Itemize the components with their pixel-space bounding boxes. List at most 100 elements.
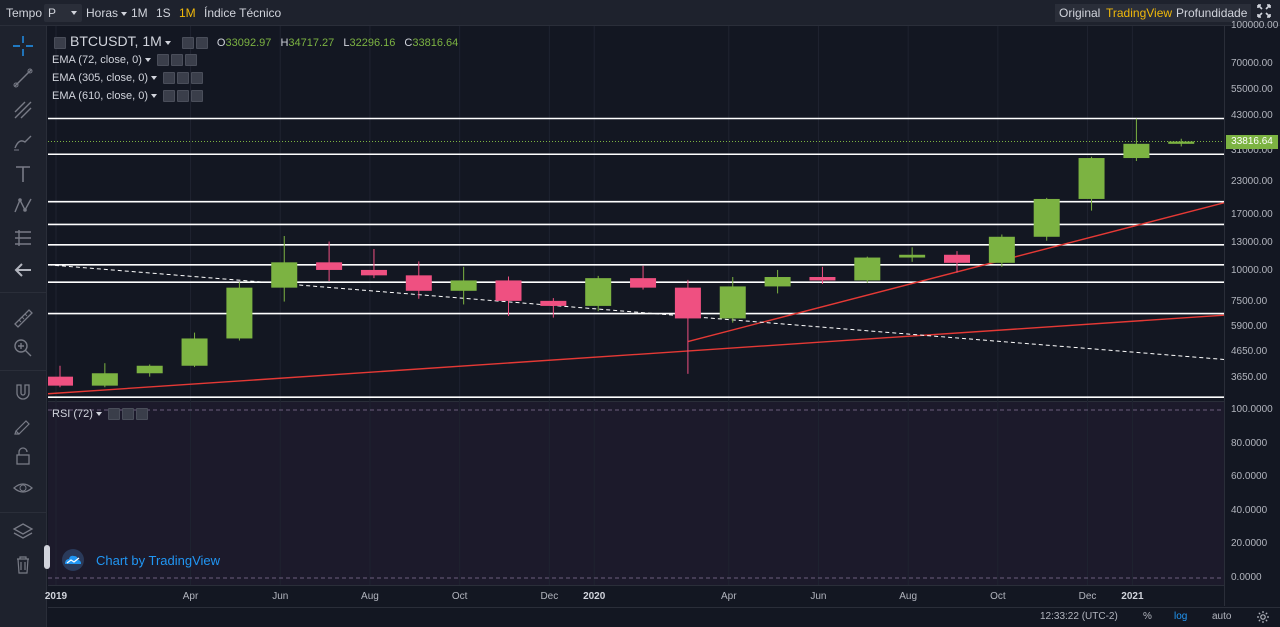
time-tick-label: Apr <box>720 591 737 602</box>
price-axis[interactable]: 100000.00 70000.00 55000.00 43000.00 31000.0… <box>1224 20 1280 606</box>
interval-1month-button[interactable]: 1M <box>179 6 196 20</box>
time-tick-label: Aug <box>361 591 379 602</box>
candle-body <box>540 300 567 306</box>
candle-body <box>899 254 926 258</box>
hide-tool[interactable] <box>11 476 35 500</box>
eye-icon[interactable] <box>107 408 120 421</box>
price-tick-label: 55000.00 <box>1231 83 1273 95</box>
view-original-button[interactable]: Original <box>1055 4 1105 22</box>
close-value: 33816.64 <box>412 37 459 49</box>
log-toggle[interactable]: log <box>1174 611 1188 622</box>
crosshair-tool[interactable] <box>11 34 35 58</box>
tradingview-watermark[interactable]: Chart by TradingView <box>60 548 220 572</box>
delete-tool[interactable] <box>11 552 35 576</box>
open-value: 33092.97 <box>225 37 272 49</box>
auto-toggle[interactable]: auto <box>1212 611 1232 622</box>
settings-icon[interactable] <box>181 37 194 50</box>
rsi-tick-label: 0.0000 <box>1231 572 1262 583</box>
interval-1s-button[interactable]: 1S <box>156 6 171 20</box>
pattern-tool[interactable] <box>11 194 35 218</box>
low-key: L <box>343 37 350 49</box>
percent-toggle[interactable]: % <box>1143 611 1152 622</box>
chevron-down-icon[interactable] <box>95 412 102 417</box>
lock-tool[interactable] <box>11 444 35 468</box>
watermark-text: Chart by TradingView <box>96 552 221 568</box>
price-tick-label: 3650.00 <box>1231 372 1268 384</box>
rsi-tick-label: 100.0000 <box>1231 404 1273 415</box>
eye-icon <box>13 483 33 493</box>
chevron-down-icon <box>71 11 77 15</box>
ema-legend-2: EMA (305, close, 0) <box>52 72 203 85</box>
interval-1m-button[interactable]: 1M <box>131 6 148 20</box>
fib-tool[interactable] <box>11 98 35 122</box>
pencil-lock-icon <box>14 420 30 435</box>
gear-icon[interactable] <box>195 37 208 50</box>
view-tradingview-button[interactable]: TradingView <box>1102 4 1177 22</box>
fullscreen-button[interactable] <box>1252 3 1276 21</box>
eye-icon[interactable] <box>163 90 175 103</box>
candle-body <box>1123 143 1150 159</box>
chevron-down-icon[interactable] <box>151 94 157 99</box>
gear-icon[interactable] <box>121 408 134 421</box>
close-icon[interactable] <box>191 72 203 85</box>
measure-tool[interactable] <box>11 306 35 330</box>
collapse-icon[interactable] <box>54 37 66 50</box>
close-icon[interactable] <box>135 408 148 421</box>
ema-305-label[interactable]: EMA (305, close, 0) <box>52 72 148 84</box>
gear-icon[interactable] <box>177 72 189 85</box>
brush-tool[interactable] <box>11 130 35 154</box>
candle-body <box>764 277 791 287</box>
magnet-tool[interactable] <box>11 380 35 404</box>
candle-body <box>988 236 1015 263</box>
chart-area[interactable] <box>48 26 1224 606</box>
price-tick-label: 43000.00 <box>1231 110 1273 121</box>
eye-icon[interactable] <box>163 72 175 85</box>
toolbar-divider <box>0 292 46 293</box>
zoom-in-icon <box>14 339 32 357</box>
technical-indicator-button[interactable]: Índice Técnico <box>204 6 282 20</box>
symbol-title[interactable]: BTCUSDT, 1M <box>70 33 162 49</box>
candle-body <box>48 376 73 386</box>
hours-label: Horas <box>86 6 119 20</box>
gear-icon[interactable] <box>170 54 183 67</box>
close-icon[interactable] <box>191 90 203 103</box>
zoom-tool[interactable] <box>11 336 35 360</box>
prediction-tool[interactable] <box>11 226 35 250</box>
candle-body <box>136 365 163 374</box>
price-tick-label: 13000.00 <box>1231 237 1273 249</box>
ema-72-label[interactable]: EMA (72, close, 0) <box>52 54 142 66</box>
gear-icon[interactable] <box>177 90 189 103</box>
text-tool[interactable] <box>11 162 35 186</box>
rsi-label[interactable]: RSI (72) <box>52 408 93 420</box>
price-tick-label: 4650.00 <box>1231 346 1268 358</box>
pane-resize-handle[interactable] <box>44 545 50 569</box>
hours-dropdown[interactable]: Horas <box>82 4 131 22</box>
candle-body <box>360 269 387 276</box>
bottom-bar: 12:33:22 (UTC-2) % log auto <box>48 607 1280 627</box>
trendline-tool[interactable] <box>11 66 35 90</box>
candle-body <box>226 287 253 339</box>
chevron-down-icon[interactable] <box>144 58 151 63</box>
candle-body <box>495 280 522 301</box>
back-tool[interactable] <box>11 258 35 282</box>
candle-body <box>405 275 432 291</box>
view-depth-button[interactable]: Profundidade <box>1172 4 1252 22</box>
time-axis[interactable]: 2019 Apr Jun Aug Oct Dec 2020 Apr Jun Aug Oct Dec 20… <box>44 585 1224 607</box>
chart-canvas[interactable] <box>48 26 1224 586</box>
open-key: O <box>216 37 226 49</box>
chevron-down-icon[interactable] <box>164 41 171 46</box>
candle-body <box>585 278 612 306</box>
eye-icon[interactable] <box>156 54 169 67</box>
object-tree-tool[interactable] <box>11 520 35 544</box>
rsi-tick-label: 80.0000 <box>1231 437 1268 449</box>
ema-610-label[interactable]: EMA (610, close, 0) <box>52 90 148 102</box>
interval-select[interactable]: P <box>44 4 82 22</box>
magnet-icon <box>16 384 30 400</box>
time-tick-label: 2019 <box>44 591 68 602</box>
time-tick-label: Jun <box>272 591 289 602</box>
close-icon[interactable] <box>184 54 197 67</box>
rsi-tick-label: 20.0000 <box>1231 538 1268 550</box>
chevron-down-icon[interactable] <box>151 76 157 81</box>
stay-drawing-tool[interactable] <box>11 412 35 436</box>
chart-settings-button[interactable] <box>1256 610 1270 627</box>
